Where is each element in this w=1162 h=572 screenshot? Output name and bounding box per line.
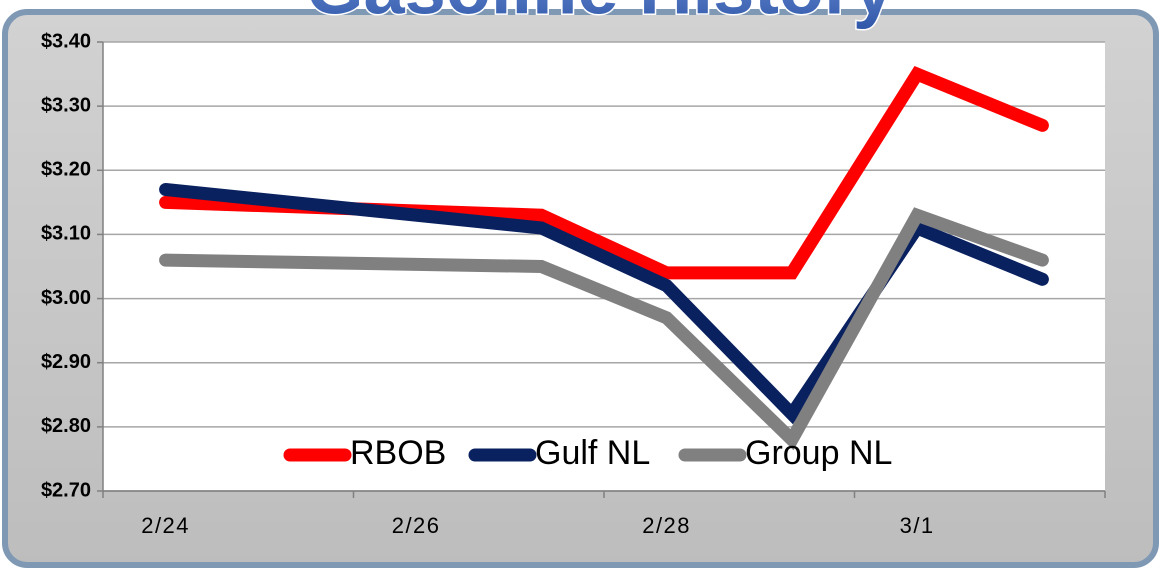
y-tick-label: $2.80 xyxy=(41,415,91,437)
legend-label: Group NL xyxy=(745,434,892,472)
legend-label: Gulf NL xyxy=(535,434,650,472)
y-tick-label: $2.90 xyxy=(41,351,91,373)
x-tick-label: 3/1 xyxy=(900,513,935,538)
chart-title: Gasoline History xyxy=(306,0,894,30)
x-tick-label: 2/28 xyxy=(642,513,691,538)
series-line xyxy=(159,183,1049,425)
y-tick-label: $3.20 xyxy=(41,159,91,181)
y-tick-label: $3.30 xyxy=(41,94,91,116)
y-tick-label: $2.70 xyxy=(41,479,91,501)
legend-label: RBOB xyxy=(350,434,446,472)
y-tick-label: $3.10 xyxy=(41,223,91,245)
y-tick-label: $3.00 xyxy=(41,287,91,309)
x-tick-label: 2/26 xyxy=(392,513,441,538)
series-line xyxy=(159,207,1049,451)
x-tick-label: 2/24 xyxy=(141,513,190,538)
y-tick-label: $3.40 xyxy=(41,30,91,52)
series-line xyxy=(159,66,1049,280)
